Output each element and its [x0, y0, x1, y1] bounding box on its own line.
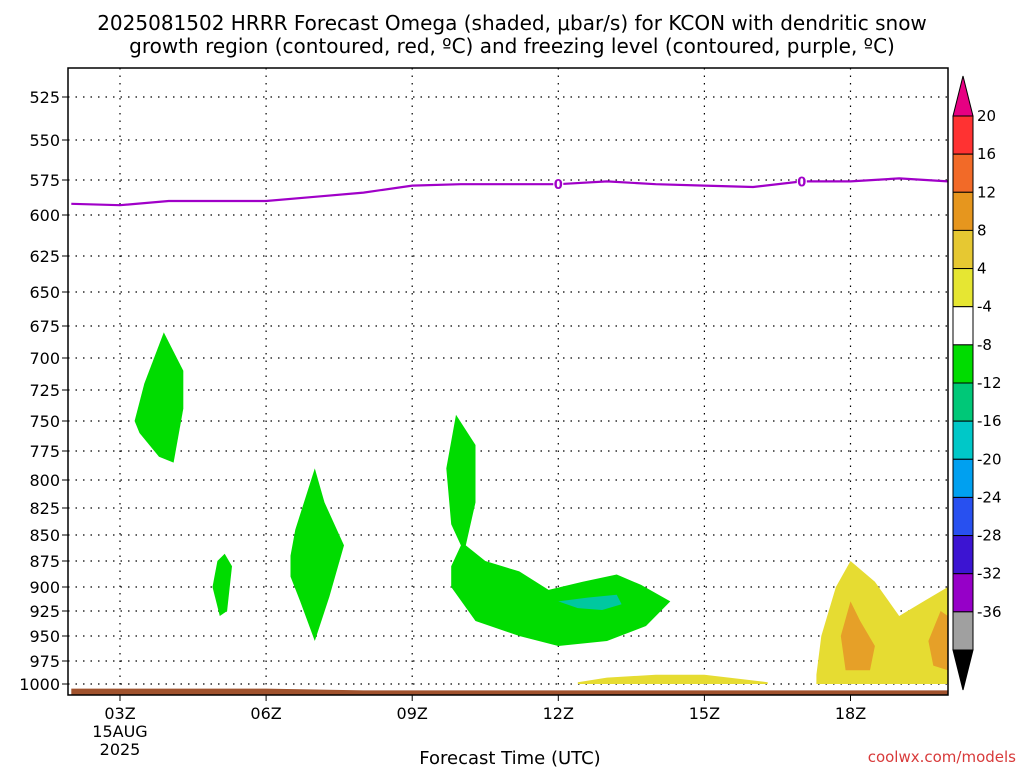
- colorbar-segment: [952, 306, 974, 346]
- omega-region: [134, 332, 184, 463]
- ground-layer: [71, 688, 948, 695]
- colorbar-segment: [952, 535, 974, 575]
- x-date-label: 15AUG: [92, 722, 147, 741]
- freezing-level-label: 0: [554, 178, 563, 193]
- omega-region: [290, 468, 344, 641]
- y-tick-label: 675: [29, 317, 60, 336]
- colorbar-segment: [952, 611, 974, 651]
- colorbar-label: -20: [977, 450, 1002, 468]
- colorbar-label: 12: [977, 183, 996, 201]
- colorbar-segment: [952, 344, 974, 384]
- y-tick-label: 725: [29, 381, 60, 400]
- colorbar-segment: [952, 268, 974, 308]
- omega-shading: [134, 332, 948, 684]
- omega-region: [212, 553, 232, 616]
- x-tick-label: 12Z: [543, 704, 574, 723]
- x-tick-label: 03Z: [104, 704, 135, 723]
- y-axis: 525 550 575 600 625 650 675 700 725 750 775 800 825 8…: [19, 88, 68, 694]
- colorbar-segment: [952, 229, 974, 270]
- colorbar-segment: [952, 191, 974, 231]
- x-tick-label: 06Z: [250, 704, 281, 723]
- colorbar-bottom-arrow: [952, 649, 974, 691]
- colorbar-segment: [952, 420, 974, 460]
- freezing-label-bg: [553, 176, 564, 192]
- x-axis-label: Forecast Time (UTC): [419, 748, 600, 768]
- plot-frame: [67, 67, 949, 696]
- y-tick-label: 925: [29, 602, 60, 621]
- y-tick-label: 550: [29, 131, 60, 150]
- y-tick-label: 700: [29, 349, 60, 368]
- colorbar-label: -12: [977, 374, 1002, 392]
- colorbar-label: 4: [977, 260, 987, 278]
- y-tick-label: 750: [29, 412, 60, 431]
- x-tick-label: 15Z: [689, 704, 720, 723]
- colorbar-label: -32: [977, 565, 1002, 583]
- colorbar-label: 20: [977, 107, 996, 125]
- y-tick-label: 600: [29, 206, 60, 225]
- colorbar-label: -24: [977, 488, 1002, 506]
- y-tick-label: 875: [29, 552, 60, 571]
- colorbar-label: -8: [977, 336, 992, 354]
- colorbar-label: -28: [977, 527, 1002, 545]
- y-tick-label: 900: [29, 578, 60, 597]
- omega-region: [577, 674, 768, 684]
- y-tick-label: 650: [29, 283, 60, 302]
- y-tick-label: 625: [29, 247, 60, 266]
- y-tick-label: 975: [29, 652, 60, 671]
- colorbar-segment: [952, 115, 974, 155]
- y-tick-label: 1000: [19, 675, 60, 694]
- freezing-level-line: [71, 177, 948, 207]
- y-tick-label: 575: [29, 171, 60, 190]
- colorbar-segment: [952, 496, 974, 537]
- y-tick-label: 825: [29, 499, 60, 518]
- colorbar-label: -16: [977, 412, 1002, 430]
- colorbar-label: 8: [977, 221, 987, 239]
- omega-region: [928, 611, 948, 671]
- x-tick-label: 18Z: [835, 704, 866, 723]
- x-tick-label: 09Z: [397, 704, 428, 723]
- y-tick-label: 850: [29, 526, 60, 545]
- colorbar-segment: [952, 153, 974, 193]
- colorbar-label: -36: [977, 603, 1002, 621]
- chart-title-line1: 2025081502 HRRR Forecast Omega (shaded, …: [97, 11, 927, 35]
- y-tick-label: 525: [29, 88, 60, 107]
- colorbar-segment: [952, 382, 974, 422]
- credit-text: coolwx.com/models: [868, 748, 1016, 766]
- omega-region: [446, 414, 671, 646]
- colorbar-label: -4: [977, 298, 992, 316]
- freezing-level-label: 0: [797, 175, 806, 190]
- y-tick-label: 800: [29, 471, 60, 490]
- colorbar-segment: [952, 573, 974, 613]
- omega-region: [816, 561, 948, 684]
- colorbar-top-arrow: [952, 75, 974, 117]
- y-tick-label: 775: [29, 442, 60, 461]
- colorbar-label: 16: [977, 145, 996, 163]
- freezing-label-bg: [796, 173, 807, 189]
- x-date-label: 2025: [100, 740, 141, 759]
- ground-fill: [71, 688, 948, 695]
- chart-title-line2: growth region (contoured, red, ºC) and f…: [129, 34, 895, 58]
- y-tick-label: 950: [29, 627, 60, 646]
- omega-region: [840, 601, 875, 671]
- colorbar: 20 16 12 8 4 -4 -8 -12 -16 -20 -24 -28 -32 -36: [952, 75, 1002, 691]
- colorbar-segment: [952, 458, 974, 498]
- omega-region: [558, 594, 622, 610]
